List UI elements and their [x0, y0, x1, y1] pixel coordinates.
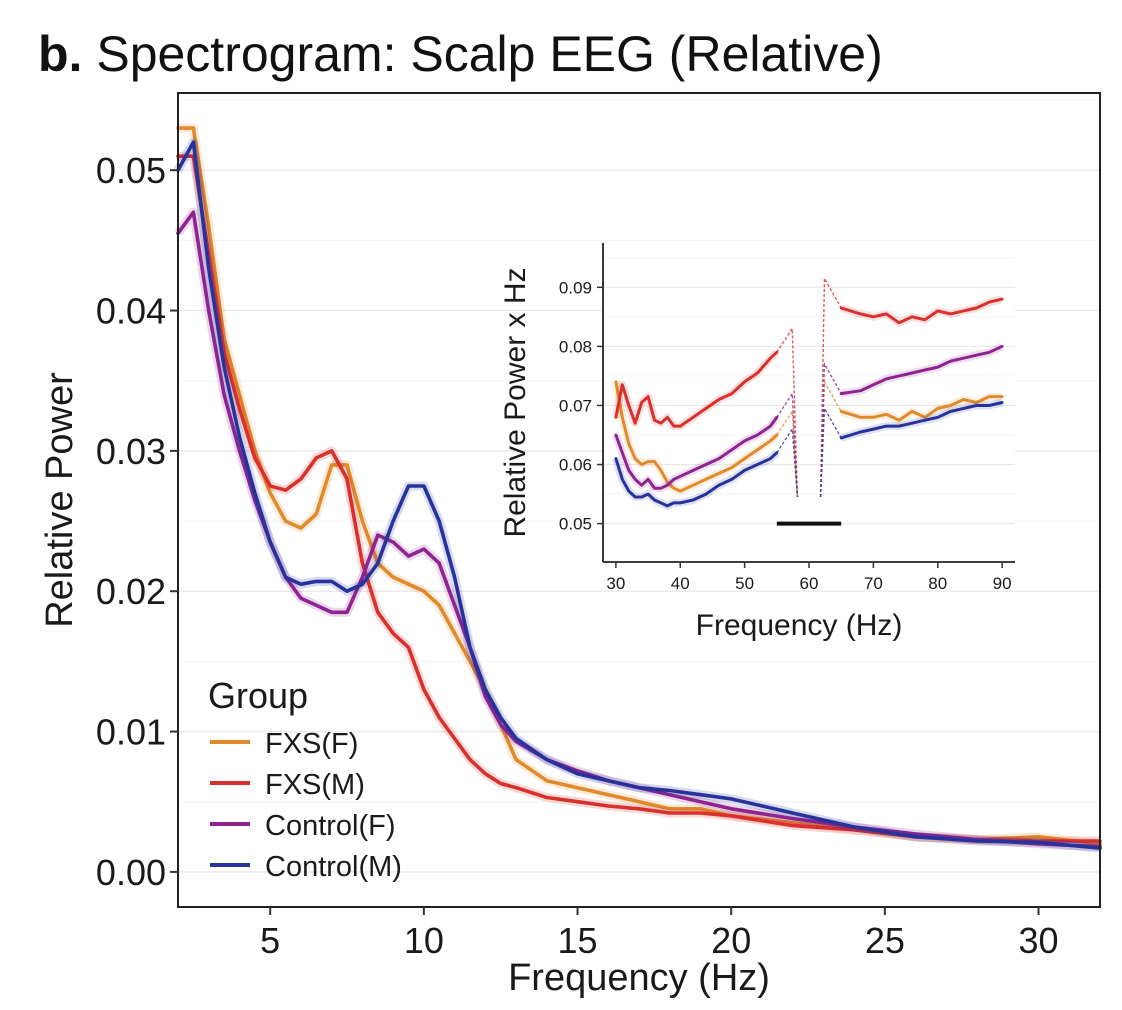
x-tick-label: 5 [260, 920, 280, 961]
y-tick-label: 0.05 [96, 150, 166, 191]
legend-label-2: Control(F) [265, 810, 396, 842]
legend-label-0: FXS(F) [265, 728, 358, 760]
x-tick-label: 10 [404, 920, 444, 961]
inset-y-tick-label: 0.08 [559, 337, 592, 356]
x-tick-label: 15 [558, 920, 598, 961]
y-tick-label: 0.01 [96, 712, 166, 753]
inset-line-Control(M) [614, 451, 779, 508]
inset-x-tick-label: 30 [606, 574, 625, 593]
series-line-Control(M) [176, 140, 1102, 850]
inset-notch-trace [776, 391, 799, 498]
legend-label-3: Control(M) [265, 851, 402, 883]
inset-line-FXS(F) [614, 380, 779, 493]
legend: Group FXS(F) FXS(M) Control(F) Control(M) [208, 675, 402, 883]
inset-line-FXS(F) [839, 395, 1004, 422]
x-tick-label: 25 [865, 920, 905, 961]
series-line-FXS(M) [176, 154, 1102, 843]
y-tick-label: 0.02 [96, 571, 166, 612]
x-axis-label: Frequency (Hz) [508, 957, 770, 999]
title-text: Spectrogram: Scalp EEG (Relative) [96, 26, 883, 82]
inset-x-tick-label: 70 [864, 574, 883, 593]
inset-x-tick-label: 90 [993, 574, 1012, 593]
inset-x-tick-label: 50 [735, 574, 754, 593]
main-axes: 0.00 0.01 0.02 0.03 0.04 0.05 5 10 15 20 25 30 Frequ… [39, 92, 1101, 999]
inset-line-FXS(M) [614, 350, 779, 428]
main-series-lines [174, 123, 1102, 853]
inset-line-FXS(M) [839, 297, 1004, 325]
plot-frame [177, 92, 1101, 908]
y-axis-label: Relative Power [39, 372, 81, 628]
legend-title: Group [208, 675, 308, 716]
figure-title: b. Spectrogram: Scalp EEG (Relative) [38, 22, 883, 86]
inset-y-tick-label: 0.06 [559, 456, 592, 475]
x-tick-label: 20 [711, 920, 751, 961]
inset-x-tick-label: 60 [800, 574, 819, 593]
inset-notch-trace [819, 361, 842, 498]
inset-notch-trace [819, 275, 842, 498]
y-tick-label: 0.00 [96, 852, 166, 893]
inset-x-axis-label: Frequency (Hz) [696, 609, 903, 642]
inset-line-Control(M) [839, 401, 1004, 440]
inset-notch-trace [819, 405, 842, 498]
inset-x-tick-label: 40 [671, 574, 690, 593]
inset-notch-trace [776, 326, 799, 498]
inset-line-Control(F) [839, 344, 1004, 396]
y-tick-label: 0.03 [96, 431, 166, 472]
inset-background [603, 243, 1015, 562]
inset-line-Control(F) [614, 415, 779, 490]
panel-letter: b. [38, 26, 83, 82]
y-tick-label: 0.04 [96, 291, 166, 332]
inset-y-tick-label: 0.07 [559, 396, 592, 415]
inset-y-tick-label: 0.09 [559, 278, 592, 297]
x-tick-label: 30 [1019, 920, 1059, 961]
inset-x-tick-label: 80 [928, 574, 947, 593]
inset-y-axis-label: Relative Power x Hz [499, 267, 532, 537]
inset-chart: 0.05 0.06 0.07 0.08 0.09 30 40 50 60 70 80 90 Freque… [499, 243, 1015, 642]
legend-label-1: FXS(M) [265, 769, 365, 801]
inset-y-tick-label: 0.05 [559, 515, 592, 534]
